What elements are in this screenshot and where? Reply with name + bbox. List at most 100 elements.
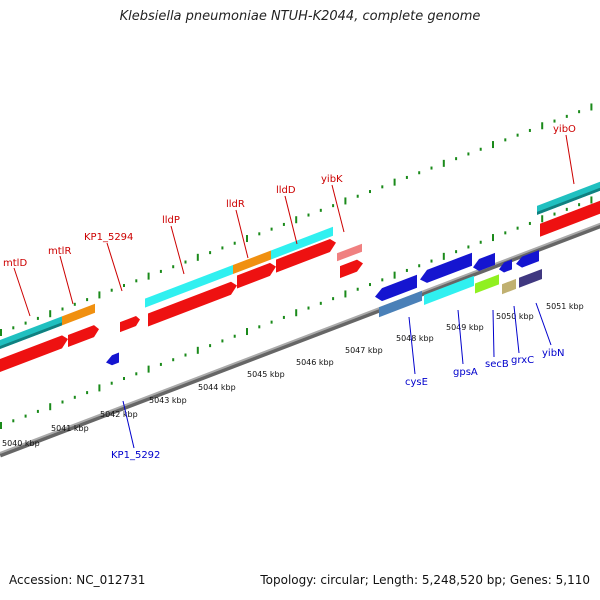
gene-label-mtlD: mtlD xyxy=(3,258,27,269)
page-title: Klebsiella pneumoniae NTUH-K2044, comple… xyxy=(119,9,481,24)
scale-tick xyxy=(578,110,581,114)
scale-tick xyxy=(295,216,298,224)
gene-label-yibN: yibN xyxy=(542,348,565,359)
scale-tick xyxy=(172,358,175,362)
scale-tick xyxy=(12,326,15,330)
scale-tick xyxy=(147,272,150,280)
scale-tick xyxy=(184,353,187,357)
scale-tick xyxy=(110,381,113,385)
scale-tick xyxy=(159,269,162,273)
feature-bar-lldR xyxy=(233,250,271,274)
kbp-label: 5045 kbp xyxy=(247,370,285,379)
scale-tick xyxy=(405,268,408,272)
gene-label-KP1_5294: KP1_5294 xyxy=(84,232,133,243)
scale-tick xyxy=(393,271,396,279)
kbp-label: 5043 kbp xyxy=(149,396,187,405)
gene-label-secB: secB xyxy=(485,359,509,370)
scale-tick xyxy=(233,334,236,338)
scale-tick xyxy=(172,265,175,269)
gene-label-grxC: grxC xyxy=(511,355,534,366)
scale-tick xyxy=(270,320,273,324)
gene-label-mtlR: mtlR xyxy=(48,246,71,257)
scale-tick xyxy=(73,302,76,306)
scale-tick xyxy=(270,227,273,231)
gene-label-lldR: lldR xyxy=(226,199,245,210)
scale-tick xyxy=(369,283,371,287)
scale-tick xyxy=(332,204,335,208)
scale-tick xyxy=(479,147,482,151)
scale-tick xyxy=(516,226,519,230)
scale-tick xyxy=(541,215,544,223)
scale-tick xyxy=(565,114,568,118)
scale-tick xyxy=(430,166,433,170)
scale-tick xyxy=(344,197,347,205)
scale-tick xyxy=(442,252,445,260)
gene-label-lldD: lldD xyxy=(276,185,296,196)
kbp-label: 5042 kbp xyxy=(100,410,138,419)
gene-label-yibK: yibK xyxy=(321,174,343,185)
topology-text: Topology: circular; Length: 5,248,520 bp… xyxy=(260,573,590,587)
scale-tick xyxy=(123,284,125,288)
gene-arrow-mtlD xyxy=(0,335,68,372)
scale-tick xyxy=(98,291,101,299)
scale-tick xyxy=(553,212,556,216)
scale-tick xyxy=(405,175,408,179)
scale-tick xyxy=(565,207,568,211)
gene-label-gpsA: gpsA xyxy=(453,367,478,378)
gene-arrow-grxC xyxy=(499,259,512,273)
scale-tick xyxy=(196,346,199,354)
gene-label-KP1_5292: KP1_5292 xyxy=(111,450,160,461)
feature-bar-orange-left xyxy=(62,303,95,326)
scale-tick xyxy=(258,232,261,236)
scale-tick xyxy=(578,203,581,207)
scale-tick xyxy=(516,133,519,137)
scale-tick xyxy=(319,208,322,212)
feature-bar-cysE xyxy=(379,290,422,318)
scale-tick xyxy=(110,288,113,292)
scale-tick xyxy=(98,384,101,392)
scale-tick xyxy=(61,307,64,311)
gene-arrow-yibO xyxy=(540,198,600,237)
scale-tick xyxy=(344,290,347,298)
scale-tick xyxy=(147,365,150,373)
scale-tick xyxy=(123,377,125,381)
scale-tick xyxy=(492,141,494,149)
gene-label-cysE: cysE xyxy=(405,377,428,388)
kbp-label: 5049 kbp xyxy=(446,323,484,332)
scale-tick xyxy=(86,391,89,395)
scale-tick xyxy=(369,190,371,194)
scale-tick xyxy=(209,251,212,255)
scale-tick xyxy=(381,278,384,282)
scale-tick xyxy=(36,409,39,413)
scale-tick xyxy=(307,306,310,310)
gene-label-lldP: lldP xyxy=(162,215,180,226)
scale-tick xyxy=(246,235,248,243)
gene-arrow-lldR xyxy=(237,262,276,289)
feature-bar-secB xyxy=(475,274,499,294)
scale-tick xyxy=(61,400,64,404)
gene-arrow-KP1_5294 xyxy=(120,316,140,333)
feature-bar-grxC xyxy=(502,278,516,295)
kbp-label: 5040 kbp xyxy=(2,439,40,448)
feature-bar-lldP xyxy=(145,264,233,308)
scale-tick xyxy=(381,185,384,189)
gene-arrow-mtlR xyxy=(68,325,99,348)
scale-tick xyxy=(528,221,531,225)
scale-tick xyxy=(282,222,285,226)
gene-arrow-cysE xyxy=(375,274,417,302)
scale-tick xyxy=(221,246,224,250)
feature-bar-yibK xyxy=(337,243,362,262)
scale-tick xyxy=(209,344,212,348)
scale-tick xyxy=(356,194,359,198)
feature-bar-yibN xyxy=(519,268,542,288)
scale-tick xyxy=(184,260,187,264)
scale-tick xyxy=(135,372,138,376)
scale-tick xyxy=(504,138,507,142)
accession-text: Accession: NC_012731 xyxy=(9,573,146,587)
scale-tick xyxy=(49,310,52,318)
scale-tick xyxy=(418,264,421,268)
scale-tick xyxy=(246,328,248,336)
scale-tick xyxy=(442,159,445,167)
kbp-label: 5041 kbp xyxy=(51,424,89,433)
scale-tick xyxy=(492,234,494,242)
